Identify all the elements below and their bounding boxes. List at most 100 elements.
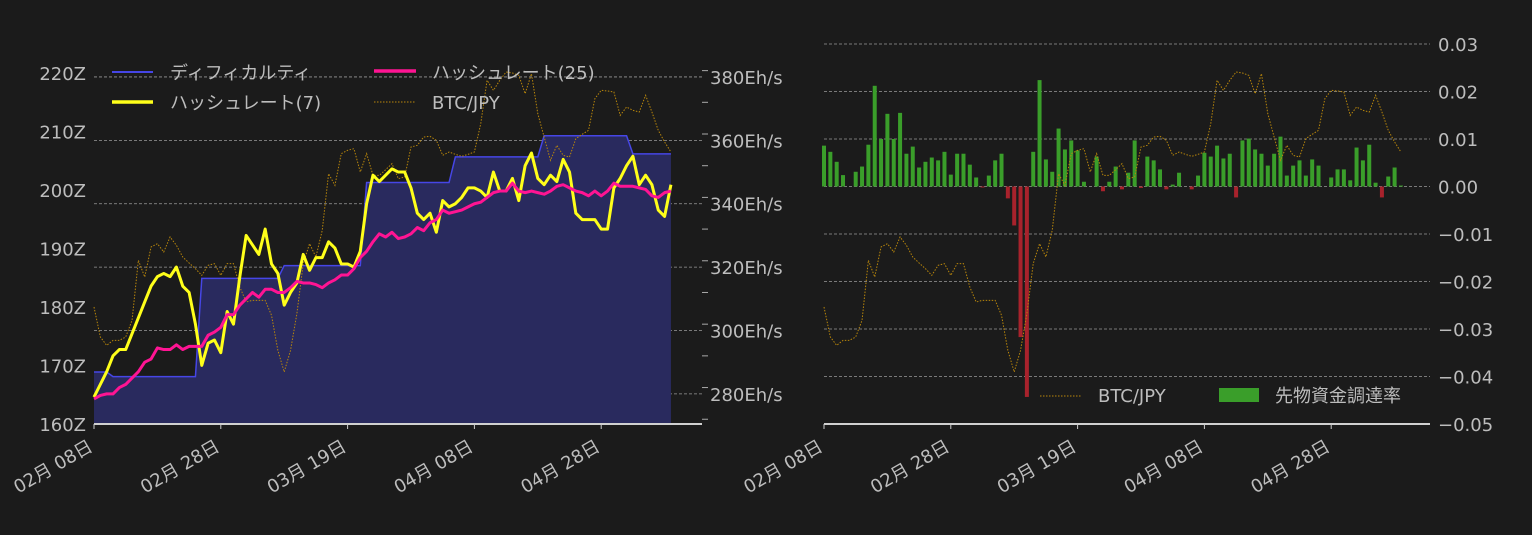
- funding-rate-bar: [1392, 167, 1397, 187]
- funding-y-tick-label: −0.05: [1438, 415, 1493, 436]
- funding-rate-bar: [1240, 140, 1245, 187]
- funding-rate-bar: [1284, 175, 1289, 187]
- funding-rate-bar: [1069, 140, 1074, 187]
- funding-rate-bar: [1348, 180, 1353, 187]
- funding-rate-bar: [1297, 160, 1302, 187]
- legend-label-btc: BTC/JPY: [432, 93, 501, 114]
- funding-rate-bar: [936, 160, 941, 187]
- funding-rate-bar: [904, 153, 909, 187]
- funding-rate-bar: [1177, 172, 1182, 187]
- funding-rate-bar: [1145, 156, 1150, 187]
- right-y-tick-label: 300Eh/s: [710, 322, 783, 343]
- funding-rate-chart: 0.03 0.02 0.01 0.00 −0.01 −0.02 −0.03 −0.04 −0.0…: [740, 35, 1493, 498]
- funding-rate-bar: [980, 186, 985, 188]
- funding-rate-bar: [974, 177, 979, 187]
- right-y-tick-label: 280Eh/s: [710, 385, 783, 406]
- left-y-tick-label: 190Z: [39, 240, 86, 261]
- left-y-tick-label: 160Z: [39, 415, 86, 436]
- funding-rate-bar: [1335, 169, 1340, 187]
- funding-rate-bar: [1037, 80, 1042, 187]
- funding-rate-bar: [872, 85, 877, 187]
- right-legend: BTC/JPY 先物資金調達率: [1040, 386, 1401, 407]
- funding-rate-bar: [1398, 185, 1403, 187]
- hashrate-25-line: [93, 181, 672, 401]
- right-y-tick-label: 360Eh/s: [710, 131, 783, 152]
- right-y-tick-label: 340Eh/s: [710, 195, 783, 216]
- x-tick-label: 02月 08日: [10, 436, 96, 498]
- funding-rate-bar: [1341, 169, 1346, 187]
- left-legend: ディフィカルティ ハッシュレート(25) ハッシュレート(7) BTC/JPY: [112, 63, 595, 114]
- funding-rate-bar: [1012, 186, 1017, 226]
- funding-rate-bar: [1360, 160, 1365, 187]
- funding-rate-bar: [942, 151, 947, 187]
- funding-rate-bar: [1259, 153, 1264, 187]
- funding-rate-bar: [853, 171, 858, 187]
- funding-rate-bar: [834, 161, 839, 187]
- left-y-tick-label: 170Z: [39, 357, 86, 378]
- funding-rate-bar: [993, 160, 998, 187]
- funding-rate-bar: [1050, 171, 1055, 187]
- funding-y-tick-label: −0.01: [1438, 225, 1493, 246]
- funding-rate-bars: [822, 80, 1403, 397]
- funding-rate-bar: [999, 153, 1004, 187]
- funding-rate-bar: [955, 153, 960, 187]
- difficulty-area: [94, 135, 671, 425]
- funding-y-tick-label: 0.00: [1438, 178, 1478, 199]
- right-gridlines: [824, 43, 1430, 425]
- funding-rate-bar: [1379, 186, 1384, 198]
- funding-rate-bar: [1227, 153, 1232, 187]
- funding-rate-bar: [1367, 144, 1372, 187]
- funding-rate-bar: [1132, 140, 1137, 187]
- funding-rate-bar: [1265, 165, 1270, 187]
- funding-rate-bar: [1253, 149, 1258, 187]
- funding-rate-bar: [1272, 153, 1277, 187]
- funding-rate-bar: [822, 145, 826, 187]
- funding-rate-bar: [1043, 159, 1048, 187]
- funding-rate-bar: [986, 175, 991, 187]
- funding-rate-bar: [1189, 186, 1194, 190]
- x-tick-label: 02月 28日: [137, 436, 223, 498]
- funding-rate-bar: [1107, 181, 1112, 187]
- funding-rate-bar: [917, 167, 922, 187]
- funding-rate-bar: [841, 175, 846, 187]
- hashrate-7-line: [92, 151, 673, 398]
- x-tick-label: 02月 28日: [867, 436, 953, 498]
- funding-rate-bar: [879, 139, 884, 187]
- legend-swatch-funding: [1219, 388, 1259, 402]
- funding-y-tick-label: −0.04: [1438, 368, 1493, 389]
- funding-rate-bar: [1139, 186, 1143, 188]
- funding-rate-bar: [1158, 169, 1163, 187]
- funding-rate-bar: [967, 164, 972, 187]
- funding-rate-bar: [1164, 186, 1169, 190]
- legend-label-difficulty: ディフィカルティ: [170, 63, 311, 84]
- x-tick-label: 04月 28日: [1247, 436, 1333, 498]
- funding-rate-bar: [1119, 186, 1124, 190]
- funding-rate-bar: [1005, 186, 1010, 199]
- funding-rate-bar: [1151, 160, 1156, 187]
- legend-label-btc-right: BTC/JPY: [1098, 386, 1167, 407]
- funding-rate-bar: [1221, 158, 1226, 187]
- funding-rate-bar: [1316, 165, 1321, 187]
- funding-rate-bar: [1208, 156, 1213, 187]
- x-tick-label: 02月 08日: [740, 436, 826, 498]
- x-tick-label: 03月 19日: [264, 436, 350, 498]
- legend-label-hashrate7: ハッシュレート(7): [170, 93, 321, 114]
- funding-rate-bar: [1018, 186, 1023, 338]
- left-y-tick-label: 200Z: [39, 181, 86, 202]
- funding-rate-bar: [948, 174, 953, 187]
- left-y-tick-label: 210Z: [39, 123, 86, 144]
- funding-rate-bar: [1303, 175, 1308, 187]
- funding-rate-bar: [1354, 147, 1359, 187]
- legend-label-hashrate25: ハッシュレート(25): [432, 63, 595, 84]
- funding-rate-bar: [1246, 138, 1251, 187]
- x-tick-label: 04月 28日: [517, 436, 603, 498]
- funding-y-tick-label: −0.03: [1438, 320, 1493, 341]
- funding-rate-bar: [910, 146, 915, 187]
- left-y-tick-label: 220Z: [39, 64, 86, 85]
- funding-rate-bar: [1386, 176, 1391, 187]
- x-tick-label: 03月 19日: [994, 436, 1080, 498]
- funding-rate-bar: [1373, 182, 1378, 187]
- funding-rate-bar: [866, 144, 871, 187]
- funding-rate-bar: [961, 153, 966, 187]
